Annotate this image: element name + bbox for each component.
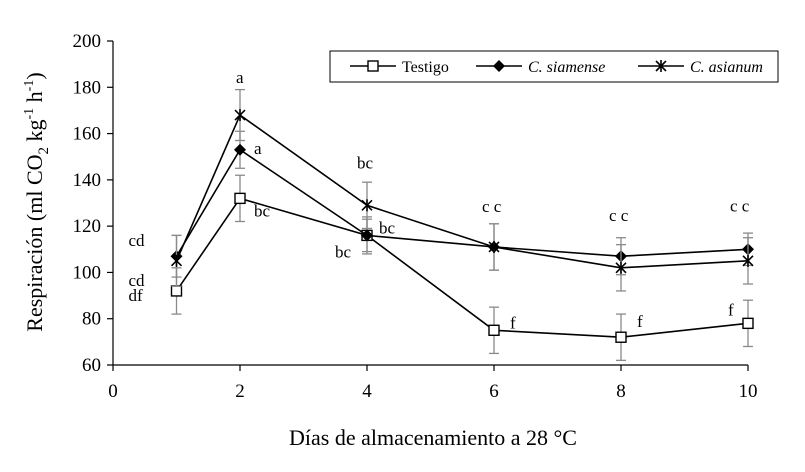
data-point-diamond: [234, 143, 246, 156]
y-tick-label: 120: [73, 216, 102, 237]
legend-marker-open-square: [367, 60, 379, 72]
y-tick-label: 200: [73, 31, 102, 52]
y-tick-label: 100: [73, 262, 102, 283]
y-tick-label: 60: [82, 355, 101, 376]
significance-label: c c: [609, 206, 629, 225]
significance-label: a: [236, 68, 244, 87]
legend-entry-siamense: C. siamense: [476, 59, 605, 76]
data-point-asterisk: [170, 254, 183, 267]
data-point-square: [488, 324, 500, 336]
data-point-diamond: [361, 229, 373, 242]
y-tick-label: 80: [82, 309, 101, 330]
data-point-square: [742, 317, 754, 330]
series-line: [175, 113, 749, 269]
significance-label: c c: [730, 196, 750, 215]
significance-label: df: [129, 286, 144, 305]
legend-box: [329, 50, 779, 83]
legend: Testigo C. siamense C. asianum: [329, 50, 779, 83]
data-point-asterisk: [488, 240, 500, 253]
legend-label-asianum: C. asianum: [690, 59, 763, 76]
significance-label: cd: [129, 271, 146, 290]
significance-label: f: [637, 312, 643, 331]
y-axis-title: Respiración (ml CO2 kg-1 h-1): [22, 72, 52, 331]
data-point-asterisk: [234, 109, 246, 122]
x-axis-title: Días de almacenamiento a 28 °C: [289, 425, 577, 450]
data-point-asterisk: [361, 199, 373, 212]
series-3: [170, 88, 754, 292]
legend-label-siamense: C. siamense: [528, 59, 605, 76]
x-tick-label: 6: [489, 381, 499, 402]
y-tick-label: 140: [73, 170, 102, 191]
data-point-square: [170, 285, 183, 297]
y-tick-label: 180: [73, 77, 102, 98]
significance-label: bc: [335, 242, 352, 261]
legend-marker-filled-diamond: [493, 60, 505, 72]
significance-label: f: [510, 313, 516, 332]
legend-label-testigo: Testigo: [402, 59, 449, 76]
significance-label: a: [254, 139, 262, 158]
significance-label: f: [728, 300, 734, 319]
series-layer: [170, 88, 754, 362]
x-tick-label: 4: [362, 381, 372, 402]
data-point-square: [615, 331, 627, 343]
significance-label: bc: [357, 153, 374, 172]
x-tick-label: 0: [108, 381, 118, 402]
legend-marker-asterisk: [655, 60, 667, 72]
significance-label: bc: [254, 201, 271, 220]
series-line: [175, 148, 749, 258]
legend-entry-asianum: C. asianum: [638, 59, 763, 76]
x-tick-label: 2: [235, 381, 245, 402]
significance-label: bc: [379, 218, 396, 237]
series-line: [175, 197, 749, 339]
significance-label: cd: [129, 231, 146, 250]
y-tick-label: 160: [73, 124, 102, 145]
data-point-square: [234, 192, 246, 205]
data-point-asterisk: [615, 261, 627, 274]
x-tick-label: 10: [739, 381, 758, 402]
x-tick-label: 8: [616, 381, 626, 402]
axes: 60 80 100 120 140 160 180 200 0 2 4 6 8 10: [73, 31, 758, 402]
significance-label: c c: [482, 197, 502, 216]
data-point-asterisk: [742, 254, 754, 267]
legend-entry-testigo: Testigo: [350, 59, 449, 76]
